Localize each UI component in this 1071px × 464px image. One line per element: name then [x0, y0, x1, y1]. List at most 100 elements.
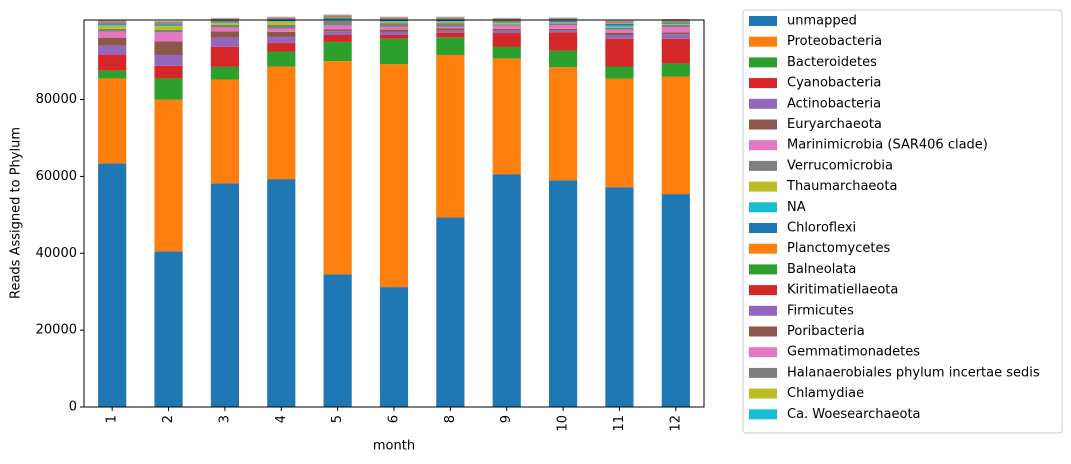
legend-swatch	[749, 326, 777, 337]
bar-segment	[605, 29, 634, 33]
legend-label: Thaumarchaeota	[786, 179, 897, 194]
bar-segment	[492, 33, 521, 47]
bar-segment	[267, 21, 296, 22]
bar-segment	[154, 99, 183, 252]
bar-segment	[661, 27, 690, 33]
legend-swatch	[749, 16, 777, 26]
legend-swatch	[749, 98, 777, 109]
x-tick-label: 4	[274, 415, 289, 423]
bar-segment	[492, 46, 521, 59]
bar-segment	[492, 174, 521, 407]
bar-segment	[436, 20, 465, 22]
legend-label: Proteobacteria	[787, 34, 882, 49]
bar-segment	[98, 23, 127, 25]
bar-segment	[605, 187, 634, 407]
bar-segment	[210, 31, 239, 38]
bar-segment	[492, 30, 521, 34]
legend-swatch	[749, 78, 777, 89]
bar-segment	[267, 36, 296, 44]
legend-label: Firmicutes	[787, 303, 854, 318]
bar-segment	[605, 23, 634, 24]
bar-segment	[549, 22, 578, 24]
bar-segment	[661, 24, 690, 25]
legend-label: Balneolata	[787, 262, 856, 277]
bar-segment	[436, 26, 465, 29]
bar-segment	[267, 24, 296, 29]
bar-segment	[436, 23, 465, 27]
bar-segment	[605, 32, 634, 35]
legend-swatch	[749, 409, 777, 420]
bar-segment	[492, 28, 521, 31]
bar-segment	[323, 18, 352, 20]
bar-segment	[323, 29, 352, 32]
legend-swatch	[749, 243, 777, 254]
bar-segment	[98, 22, 127, 24]
bar-segment	[661, 32, 690, 35]
bar-segment	[661, 22, 690, 24]
bar-segment	[154, 26, 183, 30]
bar-segment	[379, 38, 409, 65]
bar-segment	[661, 21, 690, 23]
bar-segment	[323, 17, 352, 19]
x-tick-label: 9	[499, 415, 514, 423]
bar-segment	[323, 274, 352, 407]
legend-label: Halanaerobiales phylum incertae sedis	[787, 365, 1040, 380]
bar-segment	[323, 16, 352, 18]
bar-segment	[267, 66, 296, 180]
bar-segment	[379, 23, 409, 27]
bar-segment	[154, 24, 183, 26]
bar-segment	[605, 78, 634, 188]
bar-segment	[379, 34, 409, 39]
bar-segment	[154, 54, 183, 66]
legend-label: Poribacteria	[787, 324, 865, 339]
bar-segment	[379, 64, 409, 288]
bar-segment	[492, 21, 521, 23]
bar-segment	[210, 22, 239, 24]
y-axis-label: Reads Assigned to Phylum	[9, 127, 24, 299]
legend-swatch	[749, 285, 777, 296]
bar-segment	[605, 23, 634, 26]
legend-swatch	[749, 57, 777, 68]
bar-segment	[549, 180, 578, 407]
bar-segment	[98, 45, 127, 55]
bar-segment	[267, 21, 296, 25]
legend-swatch	[749, 223, 777, 233]
bar-segment	[549, 23, 578, 25]
bar-segment	[492, 22, 521, 24]
bar-segment	[210, 23, 239, 25]
legend-label: Actinobacteria	[787, 96, 881, 111]
bar-segment	[98, 78, 127, 164]
bar-segment	[267, 28, 296, 32]
bar-segment	[210, 20, 239, 22]
x-tick-label: 1	[105, 415, 120, 423]
bar-segment	[605, 26, 634, 28]
bar-segment	[436, 37, 465, 55]
bar-segment	[605, 27, 634, 30]
bar-segment	[210, 37, 239, 47]
bar-segment	[549, 20, 578, 22]
y-tick-label: 80000	[36, 92, 77, 107]
bar-segment	[379, 21, 409, 22]
bar-segment	[267, 20, 296, 22]
legend-swatch	[749, 388, 777, 399]
legend-label: Bacteroidetes	[787, 55, 877, 70]
bar-segment	[436, 21, 465, 22]
x-tick-label: 12	[668, 415, 683, 432]
legend-label: Planctomycetes	[787, 241, 890, 256]
bar-segment	[154, 251, 183, 407]
bar-segment	[154, 29, 183, 33]
bar-segment	[154, 65, 183, 79]
bar-segment	[323, 34, 352, 42]
legend-label: Kiritimatiellaeota	[787, 283, 898, 298]
x-tick-label: 11	[612, 415, 627, 432]
bar-segment	[549, 50, 578, 68]
legend-label: Ca. Woesearchaeota	[787, 407, 921, 422]
bar-segment	[379, 26, 409, 30]
bar-segment	[661, 194, 690, 407]
bar-segment	[379, 20, 409, 22]
bar-segment	[436, 30, 465, 33]
bar-segment	[436, 217, 465, 407]
bar-segment	[549, 21, 578, 23]
bar-segment	[661, 76, 690, 195]
